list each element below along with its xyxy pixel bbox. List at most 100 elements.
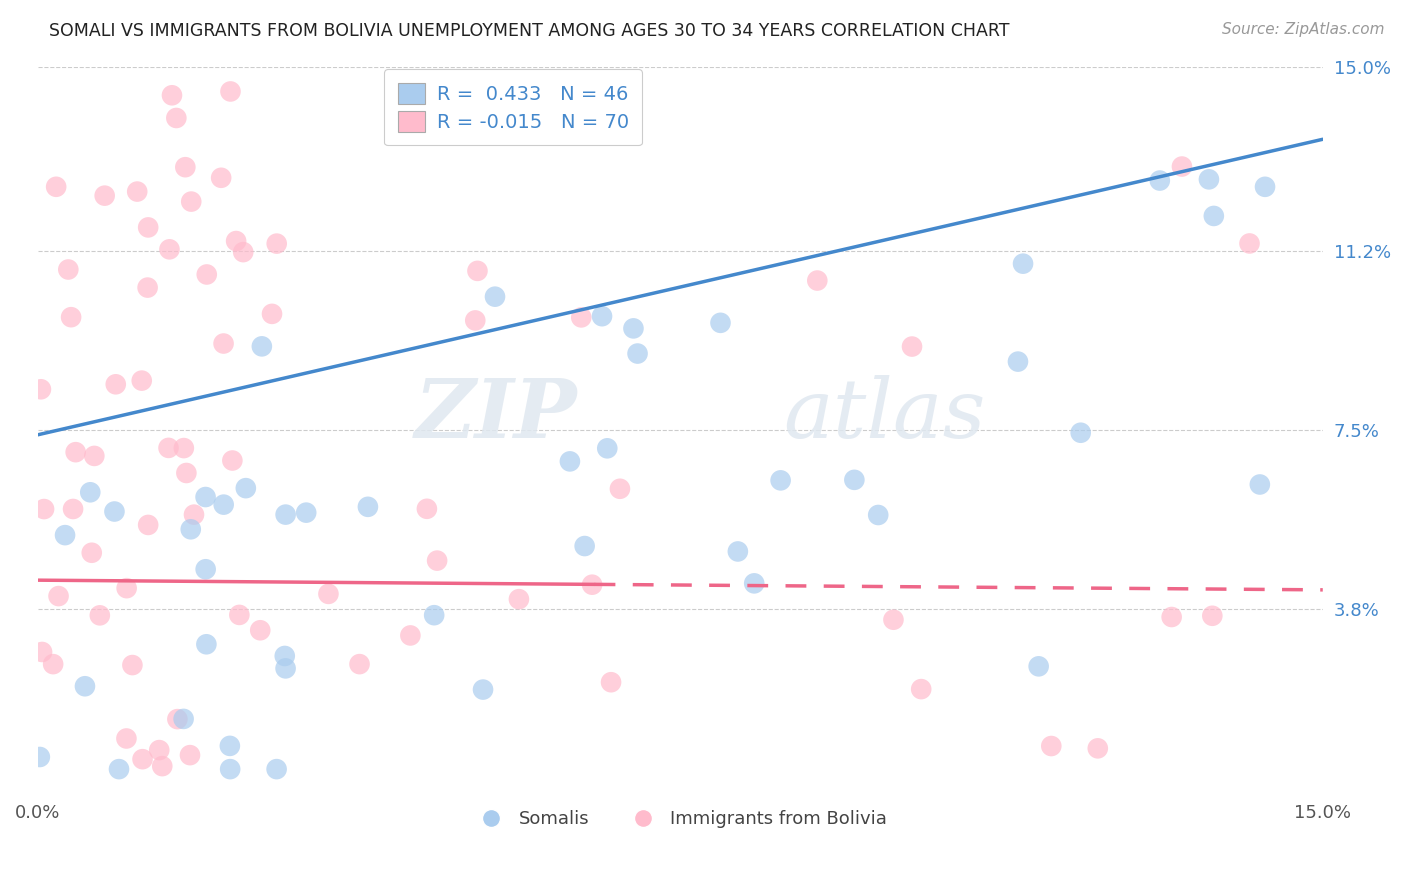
Point	[218, 739, 240, 753]
Point	[868, 508, 890, 522]
Point	[45, 179, 67, 194]
Point	[28, 750, 51, 764]
Point	[180, 522, 202, 536]
Point	[1202, 209, 1225, 223]
Point	[569, 310, 592, 325]
Point	[1198, 172, 1220, 186]
Point	[65, 445, 87, 459]
Point	[30, 382, 52, 396]
Point	[209, 170, 232, 185]
Point	[89, 608, 111, 623]
Point	[1171, 160, 1194, 174]
Point	[399, 628, 422, 642]
Point	[901, 340, 924, 354]
Point	[115, 731, 138, 746]
Point	[472, 682, 495, 697]
Point	[108, 762, 131, 776]
Point	[48, 589, 70, 603]
Point	[266, 762, 288, 776]
Point	[60, 310, 83, 325]
Point	[260, 307, 283, 321]
Point	[219, 85, 242, 99]
Point	[709, 316, 731, 330]
Point	[62, 502, 84, 516]
Point	[173, 712, 195, 726]
Point	[165, 111, 187, 125]
Point	[173, 441, 195, 455]
Point	[148, 743, 170, 757]
Point	[195, 637, 218, 651]
Point	[416, 501, 439, 516]
Text: SOMALI VS IMMIGRANTS FROM BOLIVIA UNEMPLOYMENT AMONG AGES 30 TO 34 YEARS CORRELA: SOMALI VS IMMIGRANTS FROM BOLIVIA UNEMPL…	[49, 22, 1010, 40]
Point	[596, 442, 619, 456]
Point	[131, 374, 153, 388]
Point	[183, 508, 205, 522]
Point	[31, 645, 53, 659]
Point	[136, 220, 159, 235]
Point	[1028, 659, 1050, 673]
Point	[1149, 173, 1171, 187]
Point	[1087, 741, 1109, 756]
Point	[32, 502, 55, 516]
Point	[79, 485, 101, 500]
Point	[250, 339, 273, 353]
Point	[80, 546, 103, 560]
Point	[626, 346, 648, 360]
Text: atlas: atlas	[783, 376, 986, 456]
Point	[882, 613, 904, 627]
Point	[180, 194, 202, 209]
Point	[274, 661, 297, 675]
Point	[1239, 236, 1261, 251]
Point	[558, 454, 581, 468]
Point	[127, 185, 149, 199]
Point	[1249, 477, 1271, 491]
Point	[423, 608, 446, 623]
Point	[93, 188, 115, 202]
Point	[131, 752, 153, 766]
Point	[727, 544, 749, 558]
Point	[467, 264, 489, 278]
Text: ZIP: ZIP	[415, 376, 578, 456]
Point	[136, 280, 159, 294]
Point	[574, 539, 596, 553]
Point	[160, 88, 183, 103]
Point	[609, 482, 631, 496]
Point	[249, 624, 271, 638]
Point	[194, 490, 217, 504]
Point	[1012, 257, 1035, 271]
Point	[623, 321, 645, 335]
Point	[1201, 608, 1223, 623]
Point	[159, 243, 181, 257]
Point	[742, 576, 765, 591]
Point	[357, 500, 380, 514]
Point	[464, 313, 486, 327]
Point	[769, 474, 792, 488]
Point	[295, 506, 318, 520]
Point	[136, 517, 159, 532]
Point	[581, 577, 603, 591]
Point	[1254, 179, 1277, 194]
Point	[221, 453, 243, 467]
Point	[58, 262, 80, 277]
Point	[349, 657, 371, 672]
Point	[166, 712, 188, 726]
Point	[266, 236, 288, 251]
Point	[484, 290, 506, 304]
Point	[176, 466, 198, 480]
Point	[318, 587, 340, 601]
Legend: Somalis, Immigrants from Bolivia: Somalis, Immigrants from Bolivia	[465, 803, 894, 835]
Point	[508, 592, 530, 607]
Point	[426, 553, 449, 567]
Point	[179, 748, 201, 763]
Point	[83, 449, 105, 463]
Point	[274, 508, 297, 522]
Point	[53, 528, 76, 542]
Point	[115, 581, 138, 595]
Point	[910, 682, 932, 697]
Point	[212, 336, 235, 351]
Point	[1040, 739, 1063, 753]
Point	[225, 234, 247, 248]
Point	[600, 675, 623, 690]
Point	[1070, 425, 1092, 440]
Point	[235, 481, 257, 495]
